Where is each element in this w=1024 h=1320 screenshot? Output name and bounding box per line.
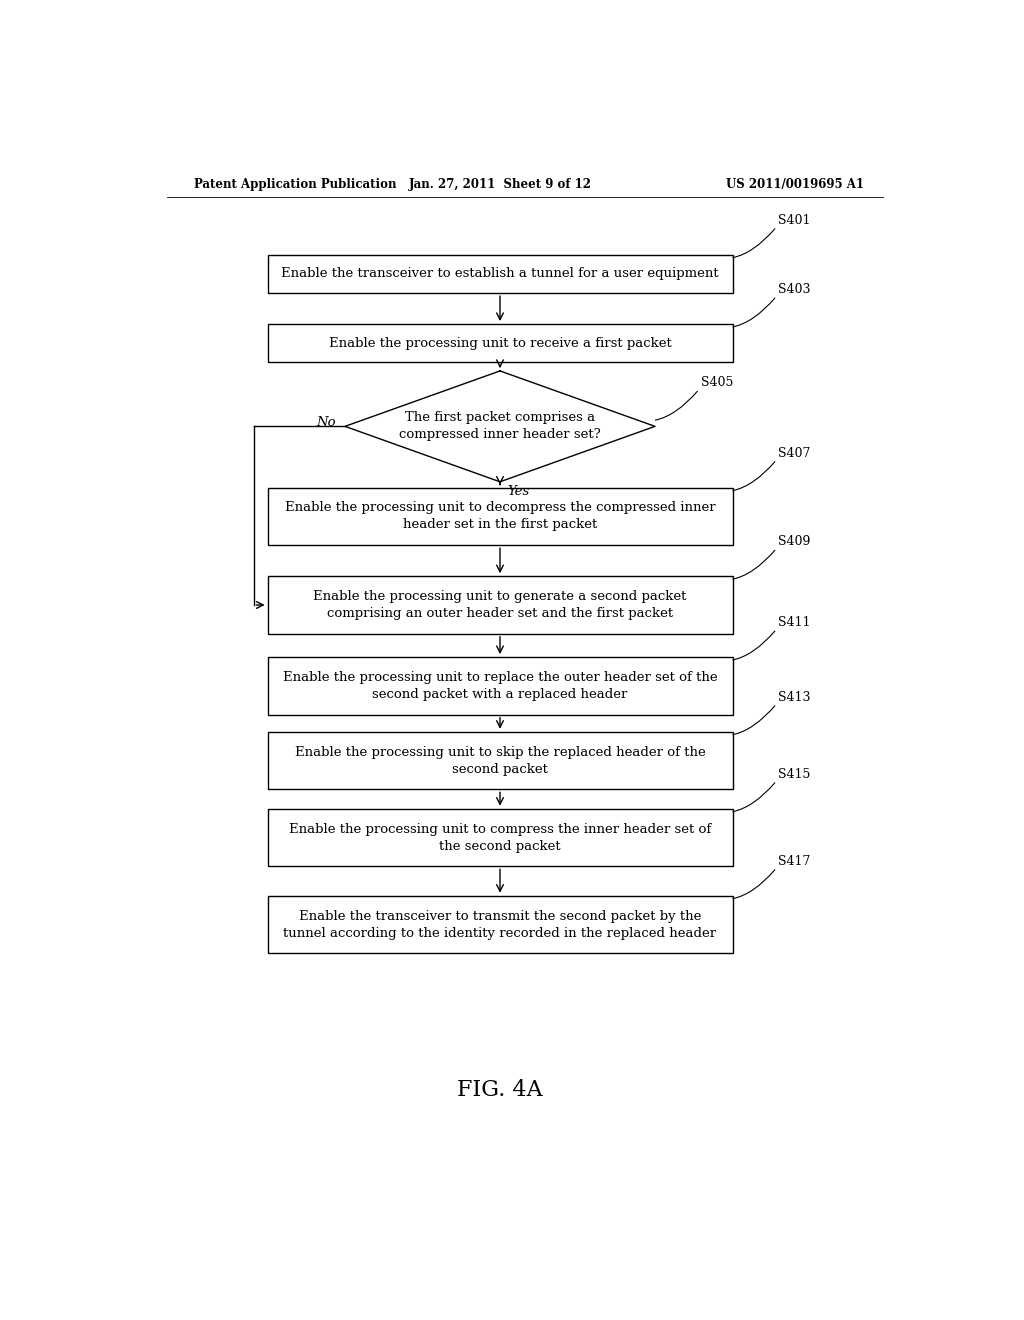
Text: Enable the transceiver to establish a tunnel for a user equipment: Enable the transceiver to establish a tu… (282, 268, 719, 280)
Bar (267, 809, 732, 866)
Bar (267, 576, 732, 634)
Bar (267, 731, 732, 789)
Text: Enable the processing unit to compress the inner header set of
the second packet: Enable the processing unit to compress t… (289, 822, 711, 853)
Text: S413: S413 (778, 690, 811, 704)
Text: No: No (316, 416, 336, 429)
Text: S417: S417 (778, 855, 811, 869)
Text: S407: S407 (778, 447, 811, 459)
Text: S401: S401 (778, 214, 811, 227)
Text: S405: S405 (700, 376, 733, 389)
Bar (267, 487, 732, 545)
Text: S403: S403 (778, 284, 811, 296)
Text: Jan. 27, 2011  Sheet 9 of 12: Jan. 27, 2011 Sheet 9 of 12 (409, 178, 592, 190)
Text: Enable the processing unit to skip the replaced header of the
second packet: Enable the processing unit to skip the r… (295, 746, 706, 776)
Bar (267, 323, 732, 363)
Text: Enable the processing unit to replace the outer header set of the
second packet : Enable the processing unit to replace th… (283, 671, 718, 701)
Bar (267, 657, 732, 714)
Text: Enable the processing unit to receive a first packet: Enable the processing unit to receive a … (329, 337, 672, 350)
Text: Patent Application Publication: Patent Application Publication (194, 178, 396, 190)
Text: S411: S411 (778, 616, 811, 630)
Text: S409: S409 (778, 536, 811, 548)
Text: Enable the processing unit to generate a second packet
comprising an outer heade: Enable the processing unit to generate a… (313, 590, 687, 620)
Text: Enable the transceiver to transmit the second packet by the
tunnel according to : Enable the transceiver to transmit the s… (284, 909, 717, 940)
Text: US 2011/0019695 A1: US 2011/0019695 A1 (726, 178, 864, 190)
Text: The first packet comprises a
compressed inner header set?: The first packet comprises a compressed … (399, 412, 601, 441)
Bar (267, 896, 732, 953)
Text: FIG. 4A: FIG. 4A (457, 1080, 543, 1101)
Text: Enable the processing unit to decompress the compressed inner
header set in the : Enable the processing unit to decompress… (285, 502, 716, 532)
Text: Yes: Yes (508, 484, 530, 498)
Text: S415: S415 (778, 768, 811, 781)
Bar (267, 255, 732, 293)
